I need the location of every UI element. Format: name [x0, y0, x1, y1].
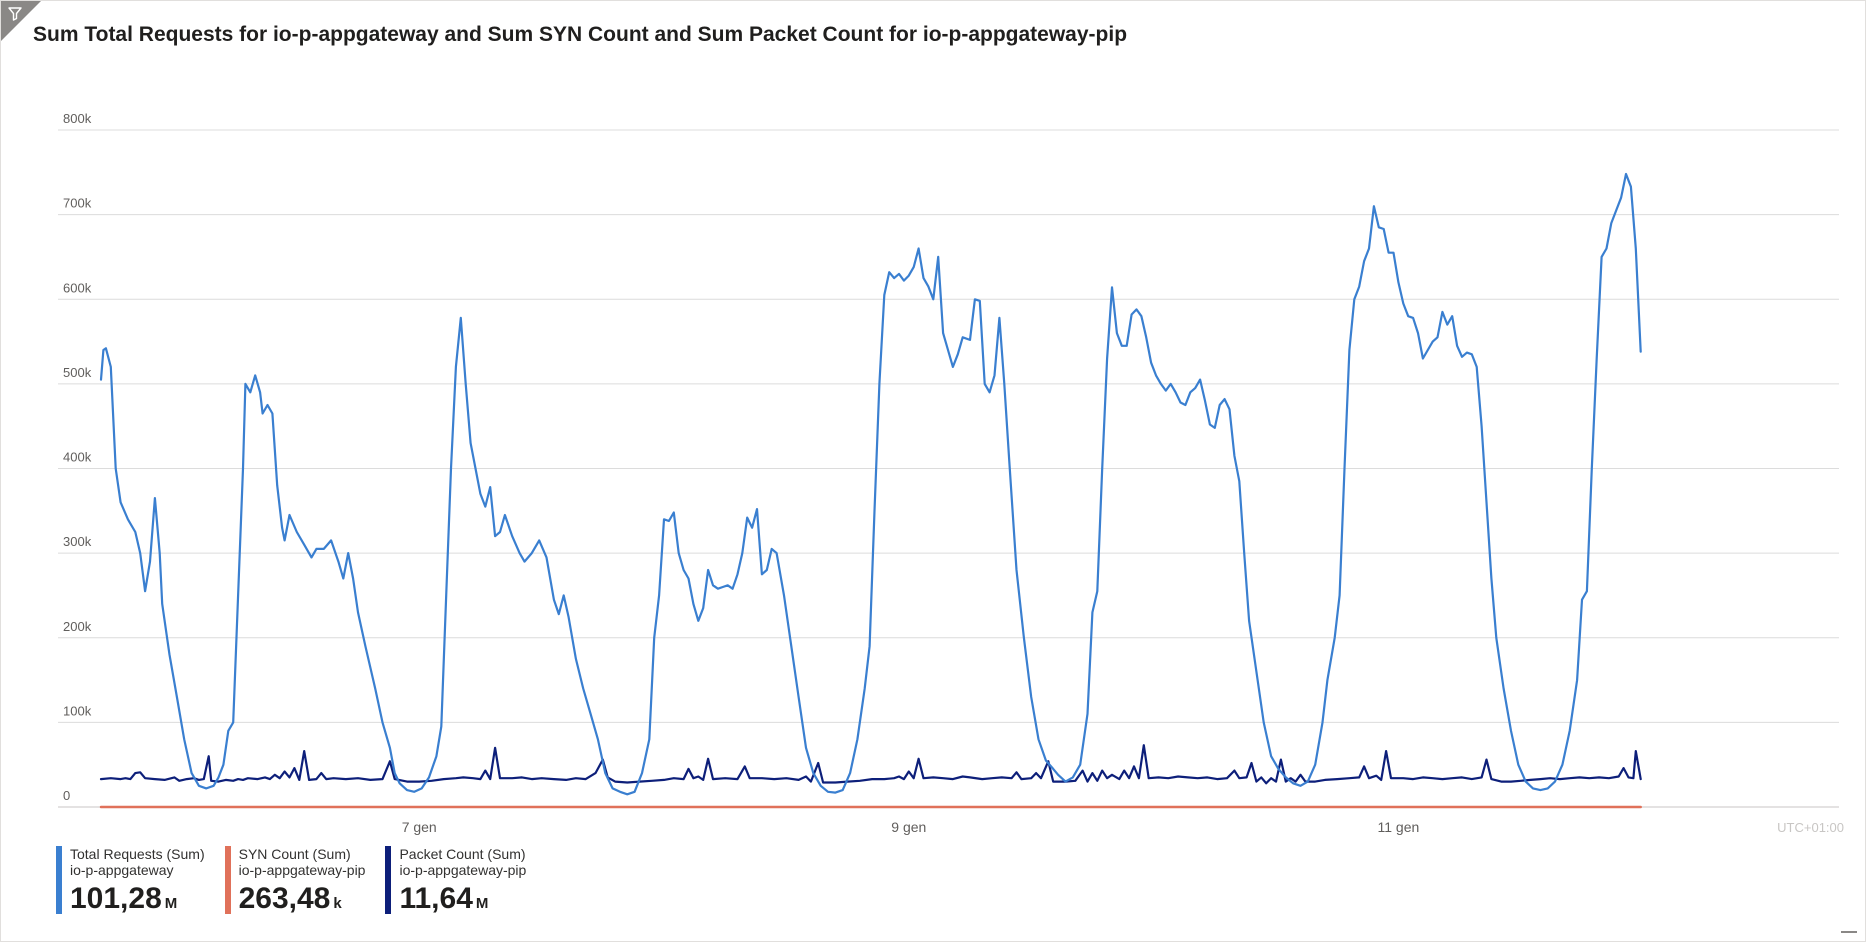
x-tick-label: 11 gen	[1377, 819, 1419, 835]
legend-item-packet-count[interactable]: Packet Count (Sum) io-p-appgateway-pip 1…	[385, 846, 526, 916]
filter-icon[interactable]	[7, 6, 23, 22]
legend-value: 263,48 k	[239, 882, 366, 916]
y-tick-label: 500k	[63, 365, 92, 380]
y-tick-label: 200k	[63, 619, 92, 634]
series-line-total-requests	[99, 172, 1642, 796]
legend-series-name: SYN Count (Sum)	[238, 846, 351, 862]
chart-legend: Total Requests (Sum) io-p-appgateway 101…	[56, 846, 546, 916]
legend-value-unit: M	[164, 895, 178, 912]
y-tick-label: 0	[63, 788, 70, 803]
legend-series-name: Packet Count (Sum)	[399, 846, 526, 862]
legend-value-number: 101,28	[70, 882, 162, 915]
x-tick-label: 7 gen	[402, 819, 437, 835]
legend-color-swatch	[224, 846, 231, 914]
legend-item-total-requests[interactable]: Total Requests (Sum) io-p-appgateway 101…	[56, 846, 205, 916]
legend-value-unit: k	[333, 895, 342, 912]
legend-item-syn-count[interactable]: SYN Count (Sum) io-p-appgateway-pip 263,…	[224, 846, 366, 916]
legend-color-swatch	[56, 846, 62, 914]
legend-value: 101,28 M	[70, 882, 205, 916]
legend-value: 11,64 M	[399, 882, 526, 916]
legend-resource-name: io-p-appgateway-pip	[399, 862, 527, 878]
legend-value-number: 263,48	[238, 882, 331, 915]
legend-series-name: Total Requests (Sum)	[70, 846, 205, 862]
legend-value-unit: M	[475, 895, 489, 912]
y-tick-label: 100k	[63, 703, 92, 718]
y-tick-label: 800k	[63, 111, 92, 126]
legend-color-swatch	[385, 846, 392, 914]
x-tick-label: 9 gen	[891, 819, 926, 835]
legend-resource-name: io-p-appgateway-pip	[238, 862, 366, 878]
legend-resource-name: io-p-appgateway	[70, 862, 174, 878]
y-tick-label: 300k	[63, 534, 92, 549]
chart-title: Sum Total Requests for io-p-appgateway a…	[33, 23, 1128, 46]
y-tick-label: 700k	[63, 196, 92, 211]
timezone-label: UTC+01:00	[1777, 820, 1844, 835]
legend-value-number: 11,64	[399, 882, 473, 915]
series-line-packet-count	[99, 744, 1642, 785]
resize-handle[interactable]	[1841, 931, 1857, 933]
y-tick-label: 400k	[63, 450, 92, 465]
y-tick-label: 600k	[63, 280, 92, 295]
